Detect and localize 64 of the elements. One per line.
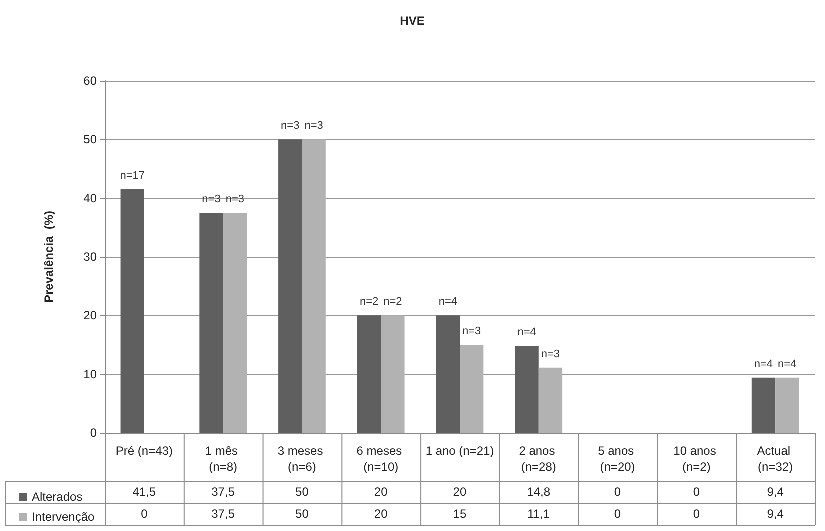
annotation: n=4: [438, 296, 458, 308]
x-tick-label: 2 anos (n=28): [519, 444, 559, 474]
x-tick-label: 6 meses (n=10): [356, 444, 406, 474]
bar: [752, 378, 776, 433]
data-label: 50: [294, 484, 310, 501]
y-tick-label: 10: [84, 367, 98, 382]
y-tick-label: 20: [84, 308, 98, 323]
y-axis-title: Prevalência (%): [42, 210, 56, 304]
x-tick-label: 5 anos (n=20): [598, 444, 638, 474]
bar: [223, 213, 247, 433]
annotation: n=3: [304, 120, 324, 132]
bar: [515, 346, 539, 433]
bar: [278, 140, 302, 433]
annotation: n=3: [281, 120, 300, 132]
chart-title: HVE: [400, 14, 425, 28]
annotation: n=4: [518, 326, 536, 339]
annotation: n=4: [778, 358, 797, 370]
bar: [200, 213, 224, 433]
legend-label: Intervenção: [32, 510, 96, 524]
x-tick-label: 10 anos (n=2): [674, 444, 720, 474]
bar: [302, 140, 326, 433]
bar: [460, 345, 484, 433]
x-tick-label: 1 ano (n=21): [426, 444, 494, 458]
data-label: 0: [613, 506, 622, 523]
bar: [381, 316, 405, 433]
data-label: 0: [692, 506, 701, 523]
annotation: n=4: [754, 358, 774, 370]
y-tick-label: 30: [84, 250, 98, 264]
annotation: n=3: [541, 348, 560, 360]
bar: [120, 190, 144, 433]
data-label: 20: [373, 506, 389, 523]
x-tick-label: 1 mês (n=8): [205, 444, 242, 474]
legend-label: Alterados: [32, 490, 83, 504]
x-tick-label: Pré (n=43): [116, 444, 173, 458]
annotation: n=3: [202, 194, 221, 206]
data-label: 15: [452, 506, 468, 523]
data-label: 20: [452, 484, 468, 501]
bar: [436, 316, 460, 433]
annotation: n=3: [462, 326, 482, 338]
data-label: 20: [373, 484, 389, 501]
annotation: n=2: [384, 296, 402, 308]
annotation: n=2: [360, 296, 379, 308]
data-label: 37,5: [210, 484, 236, 501]
data-label: 0: [613, 484, 622, 501]
data-label: 0: [692, 484, 701, 501]
data-label: 11,1: [526, 506, 552, 523]
y-tick-label: 60: [84, 74, 98, 88]
annotation: n=17: [120, 170, 145, 182]
data-label: 41,5: [132, 484, 158, 501]
data-label: 9,4: [766, 506, 785, 523]
bar: [357, 316, 382, 433]
x-tick-label: 3 meses (n=6): [278, 444, 327, 474]
bar: [776, 378, 800, 433]
data-label: 0: [140, 506, 149, 523]
y-tick-label: 40: [84, 191, 98, 206]
data-label: 37,5: [210, 506, 236, 523]
data-label: 14,8: [526, 484, 552, 501]
annotation: n=3: [226, 194, 245, 206]
x-tick-label: Actual (n=32): [757, 444, 794, 474]
data-label: 9,4: [766, 484, 785, 501]
data-label: 50: [294, 506, 310, 523]
y-tick-label: 50: [84, 132, 98, 147]
bar: [538, 368, 563, 433]
y-tick-label: 0: [90, 426, 98, 440]
